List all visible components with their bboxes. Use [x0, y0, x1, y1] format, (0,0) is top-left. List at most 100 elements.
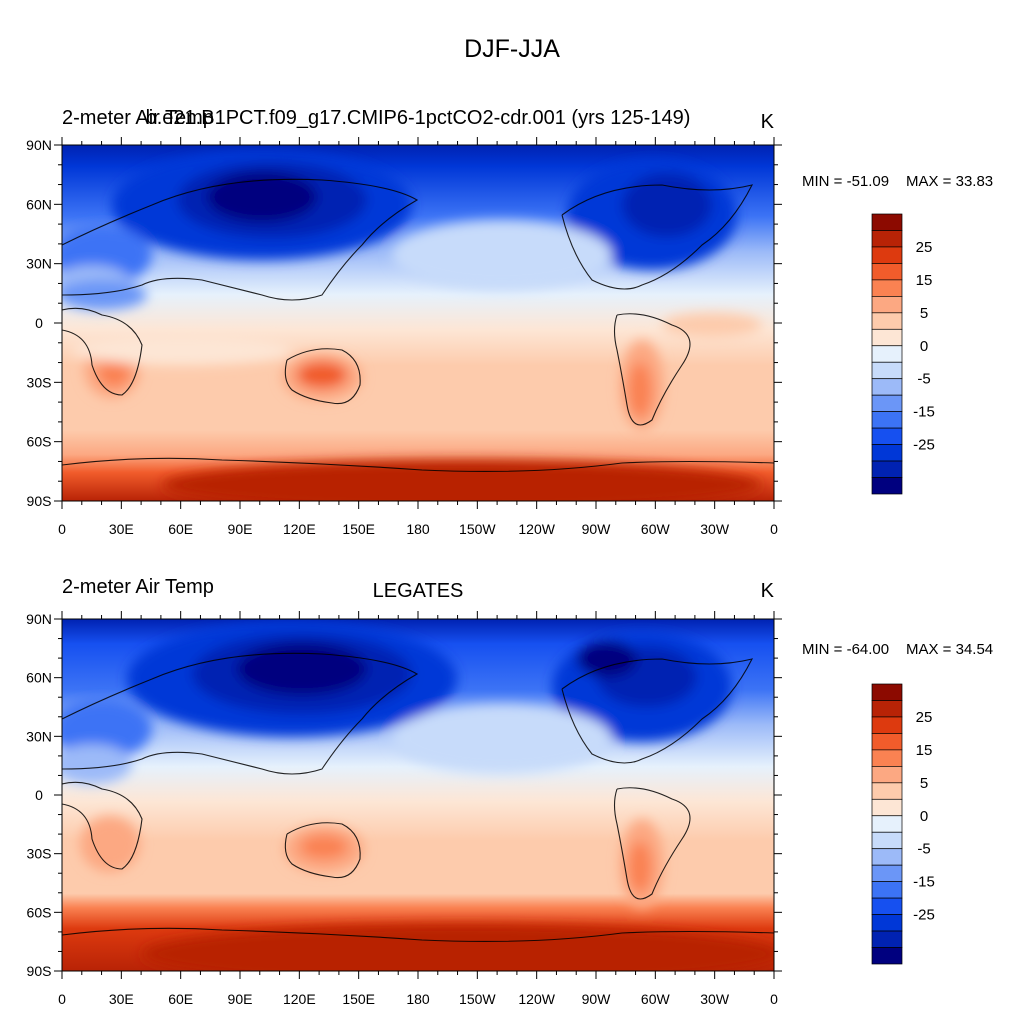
colorbar-swatch	[871, 296, 903, 314]
lon-tick-label: 120E	[283, 991, 316, 1007]
lat-tick-label: 30N	[26, 728, 52, 744]
panel-2-colorbar: 25 15 5 0 -5 -15 -25	[871, 683, 935, 965]
lon-tick-label: 150W	[459, 991, 496, 1007]
colorbar-swatch	[871, 444, 903, 462]
lon-tick-label: 150E	[342, 991, 375, 1007]
lon-tick-label: 150E	[342, 521, 375, 537]
lon-tick-label: 60E	[168, 991, 193, 1007]
colorbar-swatch	[871, 749, 903, 767]
colorbar-swatch	[871, 394, 903, 412]
panel-2: 2-meter Air Temp LEGATES K	[26, 576, 993, 1007]
panel-2-left-title: 2-meter Air Temp	[62, 576, 214, 598]
panel-1-min-label: MIN = -51.09	[802, 173, 889, 190]
colorbar-swatch	[871, 460, 903, 478]
panel-1-colorbar: 25 15 5 0 -5 -15 -25	[871, 213, 935, 495]
colorbar-swatch	[871, 700, 903, 718]
lon-tick-label: 0	[770, 991, 778, 1007]
lon-tick-label: 0	[58, 521, 66, 537]
colorbar-label: 5	[920, 775, 928, 792]
lon-tick-label: 180	[406, 991, 430, 1007]
colorbar-swatch	[871, 864, 903, 882]
lon-tick-label: 90W	[582, 991, 612, 1007]
lon-tick-label: 90E	[228, 991, 253, 1007]
colorbar-swatch	[871, 427, 903, 445]
lon-tick-label: 150W	[459, 521, 496, 537]
colorbar-label: -15	[913, 874, 935, 891]
colorbar-swatch	[871, 312, 903, 330]
colorbar-swatch	[871, 230, 903, 248]
lat-tick-label: 90S	[27, 493, 52, 509]
panel-2-map	[61, 618, 775, 972]
lon-tick-label: 180	[406, 521, 430, 537]
lat-tick-label: 0	[35, 787, 43, 803]
colorbar-swatch	[871, 914, 903, 932]
colorbar-swatch	[871, 477, 903, 495]
colorbar-swatch	[871, 345, 903, 363]
colorbar-swatch	[871, 683, 903, 701]
lat-tick-label: 30N	[26, 256, 52, 272]
panel-1-center-title: b.e21.B1PCT.f09_g17.CMIP6-1pctCO2-cdr.00…	[146, 107, 691, 129]
colorbar-label: -25	[913, 437, 935, 454]
lon-tick-label: 30E	[109, 521, 134, 537]
colorbar-swatch	[871, 881, 903, 899]
lat-tick-label: 90N	[26, 611, 52, 627]
colorbar-swatch	[871, 733, 903, 751]
colorbar-label: 25	[916, 239, 933, 256]
colorbar-swatch	[871, 361, 903, 380]
colorbar-swatch	[871, 411, 903, 429]
lon-tick-label: 30W	[700, 991, 730, 1007]
colorbar-swatch	[871, 328, 903, 347]
lat-tick-label: 60S	[27, 434, 52, 450]
colorbar-label: 5	[920, 305, 928, 322]
lat-tick-label: 60S	[27, 904, 52, 920]
lon-tick-label: 90E	[228, 521, 253, 537]
lon-tick-label: 120E	[283, 521, 316, 537]
colorbar-swatch	[871, 716, 903, 734]
lon-tick-label: 120W	[518, 521, 555, 537]
panel-1-max-label: MAX = 33.83	[906, 173, 993, 190]
lat-tick-label: 30S	[27, 374, 52, 390]
lon-tick-label: 60E	[168, 521, 193, 537]
panel-1: 2-meter Air Temp b.e21.B1PCT.f09_g17.CMI…	[26, 107, 993, 537]
colorbar-label: 25	[916, 709, 933, 726]
panel-2-min-label: MIN = -64.00	[802, 641, 889, 658]
colorbar-swatch	[871, 263, 903, 281]
lon-tick-label: 120W	[518, 991, 555, 1007]
colorbar-swatch	[871, 831, 903, 850]
lat-tick-label: 0	[35, 315, 43, 331]
colorbar-swatch	[871, 815, 903, 833]
lat-tick-label: 60N	[26, 196, 52, 212]
lon-tick-label: 60W	[641, 521, 671, 537]
panel-1-units: K	[761, 111, 775, 133]
figure-title: DJF-JJA	[464, 35, 560, 63]
colorbar-label: 0	[920, 338, 928, 355]
panel-1-map	[61, 144, 775, 502]
colorbar-label: -5	[917, 841, 930, 858]
panel-2-axes: 90N 60N 30N 0 30S 60S 90S 0 30E 60E 90E 120E 150E 180…	[26, 611, 782, 1007]
colorbar-label: 0	[920, 808, 928, 825]
colorbar-label: -15	[913, 404, 935, 421]
lon-tick-label: 90W	[582, 521, 612, 537]
colorbar-swatch	[871, 279, 903, 297]
colorbar-swatch	[871, 930, 903, 948]
lat-tick-label: 90S	[27, 963, 52, 979]
lon-tick-label: 0	[58, 991, 66, 1007]
colorbar-swatch	[871, 766, 903, 784]
lon-tick-label: 60W	[641, 991, 671, 1007]
lat-tick-label: 60N	[26, 670, 52, 686]
panel-1-left-title: 2-meter Air Temp	[62, 107, 214, 129]
panel-2-center-title: LEGATES	[373, 580, 464, 602]
colorbar-swatch	[871, 782, 903, 800]
colorbar-label: -25	[913, 907, 935, 924]
lon-tick-label: 30E	[109, 991, 134, 1007]
lon-tick-label: 0	[770, 521, 778, 537]
lon-tick-label: 30W	[700, 521, 730, 537]
lat-tick-label: 30S	[27, 846, 52, 862]
colorbar-label: 15	[916, 742, 933, 759]
colorbar-swatch	[871, 246, 903, 264]
colorbar-label: -5	[917, 371, 930, 388]
panel-2-units: K	[761, 580, 775, 602]
lat-tick-label: 90N	[26, 137, 52, 153]
colorbar-swatch	[871, 897, 903, 915]
